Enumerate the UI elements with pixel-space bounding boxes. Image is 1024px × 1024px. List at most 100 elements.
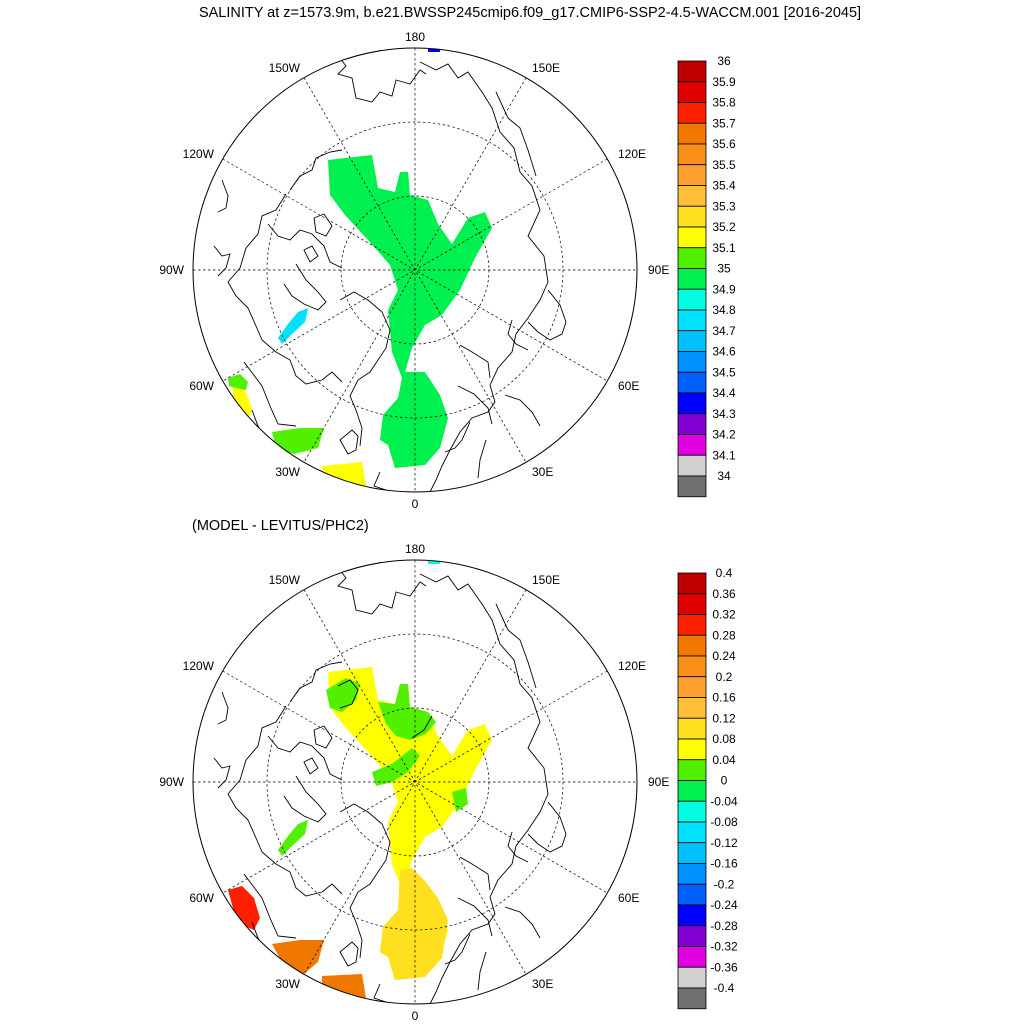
colorbar-swatch [677,60,707,83]
colorbar-swatch [677,759,707,781]
colorbar-swatch [677,904,707,927]
colorbar-swatch [677,925,707,947]
salinity-map-panel: SALINITY at z=1573.9m, b.e21.BWSSP245cmi… [159,5,861,511]
colorbar-swatch [677,81,707,103]
colorbar-swatch [677,655,707,678]
colorbar-tick-label: -0.16 [710,857,738,871]
region-eurasian-patch [452,788,468,812]
colorbar-tick-label: 34.2 [712,428,736,442]
lon-label-30w: 30W [275,465,300,479]
colorbar-swatch [677,738,707,761]
lon-label-90e: 90E [648,775,669,789]
colorbar-tick-label: 34.4 [712,386,736,400]
colorbar-tick-label: 36 [717,54,731,68]
graticule [193,560,637,1004]
colorbar-tick-label: 0 [721,774,728,788]
colorbar-swatch [677,475,707,498]
colorbar: 0.4 0.36 0.32 0.28 0.24 0.2 0.16 0.12 0.08 0.04 0 -… [677,566,738,1010]
colorbar-tick-label: 0.28 [712,628,736,642]
region-baffin-bay [278,820,308,856]
colorbar-tick-label: -0.32 [710,940,738,954]
colorbar-tick-label: 0.04 [712,753,736,767]
colorbar-swatch [677,434,707,456]
colorbar-swatch [677,883,707,906]
colorbar-tick-label: 35.9 [712,75,736,89]
map-boundary [192,47,638,493]
colorbar-swatch [677,800,707,823]
region-makarov-band [372,748,420,786]
colorbar: 36 35.9 35.8 35.7 35.6 35.5 35.4 35.3 35.2 35.1 35… [677,54,736,498]
colorbar-swatch [677,226,707,249]
colorbar-swatch [677,821,707,844]
colorbar-tick-label: 0.4 [716,566,733,580]
colorbar-swatch [677,697,707,719]
colorbar-swatch [677,143,707,166]
lon-label-90e: 90E [648,263,669,277]
colorbar-swatch [677,780,707,802]
colorbar-tick-label: -0.4 [714,981,735,995]
colorbar-tick-label: 34.9 [712,282,736,296]
colorbar-tick-label: 0.12 [712,711,736,725]
colorbar-tick-label: 34.6 [712,345,736,359]
map-boundary [192,559,638,1005]
colorbar-swatch [677,185,707,207]
lon-label-120w: 120W [183,147,215,161]
colorbar-tick-label: 35 [717,262,731,276]
region-beaufort-patch [326,678,360,712]
colorbar-tick-label: 35.2 [712,220,736,234]
colorbar-swatch [677,454,707,477]
lon-label-30e: 30E [532,977,553,991]
lon-label-180: 180 [405,30,425,44]
colorbar-tick-label: 35.6 [712,137,736,151]
lon-label-150e: 150E [532,61,560,75]
colorbar-tick-label: 35.5 [712,158,736,172]
lon-label-120e: 120E [618,147,646,161]
difference-map-panel: (MODEL - LEVITUS/PHC2) [159,518,738,1023]
lon-label-60e: 60E [618,379,639,393]
colorbar-tick-label: 0.16 [712,691,736,705]
colorbar-tick-label: -0.28 [710,919,738,933]
colorbar-tick-label: 35.3 [712,199,736,213]
colorbar-swatch [677,413,707,435]
lon-label-120e: 120E [618,659,646,673]
colorbar-tick-label: 0.2 [716,670,733,684]
colorbar-tick-label: 34.5 [712,365,736,379]
colorbar-tick-label: 34.1 [712,448,736,462]
colorbar-swatch [677,288,707,311]
region-greenland-norwegian-seas [380,868,448,980]
colorbar-swatch [677,634,707,657]
lon-label-150e: 150E [532,573,560,587]
region-iceland-basin [322,462,366,490]
colorbar-tick-label: 0.24 [712,649,736,663]
lon-label-90w: 90W [159,263,184,277]
colorbar-tick-label: 35.1 [712,241,736,255]
colorbar-tick-label: 34 [717,469,731,483]
colorbar-swatch [677,309,707,332]
colorbar-swatch [677,330,707,352]
lon-label-180: 180 [405,542,425,556]
lon-label-0: 0 [412,497,419,511]
region-lomonosov-band [378,684,436,740]
longitude-labels: 180 150E 120E 90E 60E 30E 0 30W 60W 90W … [159,30,669,511]
region-labrador-sea-north [228,374,248,390]
colorbar-swatch [677,966,707,989]
colorbar-swatch [677,572,707,595]
coastlines [213,55,567,492]
colorbar-swatch [677,205,707,228]
colorbar-tick-label: 34.3 [712,407,736,421]
chart-title: SALINITY at z=1573.9m, b.e21.BWSSP245cmi… [199,5,861,21]
lon-label-0: 0 [412,1009,419,1023]
region-labrador-sea [228,886,260,930]
region-baffin-bay [278,308,308,344]
colorbar-tick-label: 0.36 [712,587,736,601]
lon-label-60w: 60W [189,379,214,393]
colorbar-tick-label: -0.12 [710,836,738,850]
lon-label-150w: 150W [269,573,301,587]
colorbar-swatch [677,247,707,269]
lon-label-60w: 60W [189,891,214,905]
colorbar-tick-label: -0.36 [710,960,738,974]
colorbar-tick-label: 34.7 [712,324,736,338]
colorbar-tick-label: 0.32 [712,608,736,622]
colorbar-tick-label: -0.04 [710,794,738,808]
colorbar-tick-label: 35.7 [712,116,736,130]
